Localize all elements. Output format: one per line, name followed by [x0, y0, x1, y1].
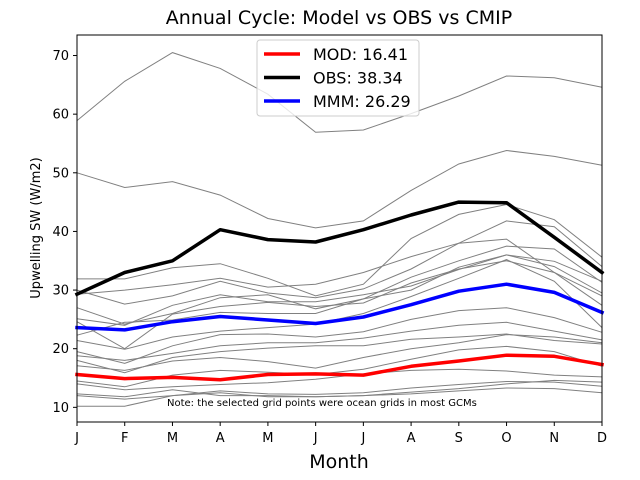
main-series-lines: [74, 200, 605, 382]
y-tick-label: 20: [52, 342, 69, 357]
y-tick-label: 10: [52, 401, 69, 416]
y-tick-label: 50: [52, 166, 69, 181]
legend-label-mod: MOD: 16.41: [313, 45, 408, 64]
y-tick-label: 60: [52, 108, 69, 123]
cmip-model-line-11: [76, 307, 603, 364]
x-tick-label: F: [121, 431, 128, 446]
cmip-model-line-17: [76, 380, 603, 400]
cmip-model-line-4: [76, 220, 603, 295]
x-tick-label: A: [407, 431, 416, 446]
cmip-model-line-2: [76, 149, 603, 229]
mod-series-line: [75, 353, 605, 382]
x-tick-label: S: [455, 431, 463, 446]
cmip-model-line-14: [76, 334, 603, 371]
cmip-model-line-13: [76, 333, 603, 374]
y-axis-label: Upwelling SW (W/m2): [29, 157, 44, 298]
chart-note: Note: the selected grid points were ocea…: [167, 398, 477, 409]
cmip-model-line-9: [76, 254, 603, 336]
x-tick-label: A: [216, 431, 225, 446]
cmip-model-line-7: [76, 254, 603, 326]
cmip-model-line-1: [76, 52, 603, 133]
cmip-model-line-16: [76, 368, 603, 391]
chart-title: Annual Cycle: Model vs OBS vs CMIP: [166, 7, 512, 29]
cmip-model-lines: [76, 52, 603, 407]
y-tick-label: 40: [52, 225, 69, 240]
x-tick-label: N: [549, 431, 559, 446]
legend-label-obs: OBS: 38.34: [313, 69, 403, 88]
x-tick-label: D: [597, 431, 607, 446]
y-tick-label: 70: [52, 49, 69, 64]
x-tick-label: M: [262, 431, 273, 446]
x-tick-label: O: [501, 431, 511, 446]
x-tick-label: J: [313, 431, 318, 446]
cmip-model-line-12: [76, 321, 603, 361]
obs-series-line: [74, 200, 605, 297]
cmip-model-line-6: [76, 245, 603, 325]
cmip-model-line-19: [77, 387, 603, 407]
legend-label-mmm: MMM: 26.29: [313, 92, 411, 111]
y-axis-ticks: 10 20 30 40 50 60 70: [52, 49, 77, 416]
legend-box: [256, 39, 420, 117]
mmm-series-line: [75, 282, 605, 332]
y-tick-label: 30: [52, 284, 69, 299]
x-tick-label: J: [360, 431, 365, 446]
legend: MOD: 16.41 OBS: 38.34 MMM: 26.29: [256, 39, 420, 117]
x-tick-label: M: [167, 431, 178, 446]
x-axis-label: Month: [309, 451, 369, 473]
x-tick-label: J: [74, 431, 79, 446]
plot-frame: [76, 34, 603, 423]
cmip-model-line-5: [76, 238, 603, 305]
